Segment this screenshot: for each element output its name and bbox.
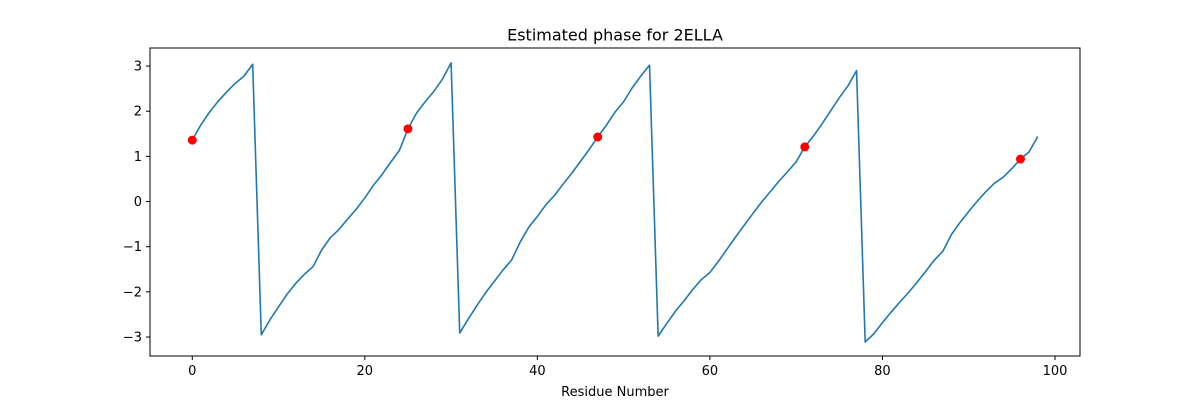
- x-axis-label: Residue Number: [561, 385, 669, 400]
- x-axis: 0 20 40 60 80 100: [188, 356, 1067, 379]
- x-tick-label: 60: [702, 364, 719, 379]
- x-tick-label: 100: [1043, 364, 1068, 379]
- x-tick-label: 0: [188, 364, 196, 379]
- y-tick-label: 0: [134, 195, 142, 210]
- y-tick-label: −3: [123, 331, 142, 346]
- y-tick-label: 3: [134, 60, 142, 75]
- phase-marker-point: [593, 132, 603, 142]
- chart-title: Estimated phase for 2ELLA: [507, 26, 723, 45]
- phase-marker-point: [187, 135, 197, 145]
- series-layer: [187, 62, 1039, 343]
- x-tick-label: 80: [874, 364, 891, 379]
- phase-line: [191, 62, 1039, 343]
- phase-marker-point: [1015, 154, 1025, 164]
- plot-area-frame: [149, 47, 1081, 357]
- x-tick-label: 40: [529, 364, 546, 379]
- phase-marker-point: [800, 142, 810, 152]
- x-tick-label: 20: [357, 364, 374, 379]
- y-tick-label: −2: [123, 285, 142, 300]
- y-tick-label: 2: [134, 105, 142, 120]
- y-axis: −3 −2 −1 0 1 2 3: [123, 60, 150, 346]
- y-tick-label: −1: [123, 240, 142, 255]
- phase-marker-point: [403, 124, 413, 134]
- y-tick-label: 1: [134, 150, 142, 165]
